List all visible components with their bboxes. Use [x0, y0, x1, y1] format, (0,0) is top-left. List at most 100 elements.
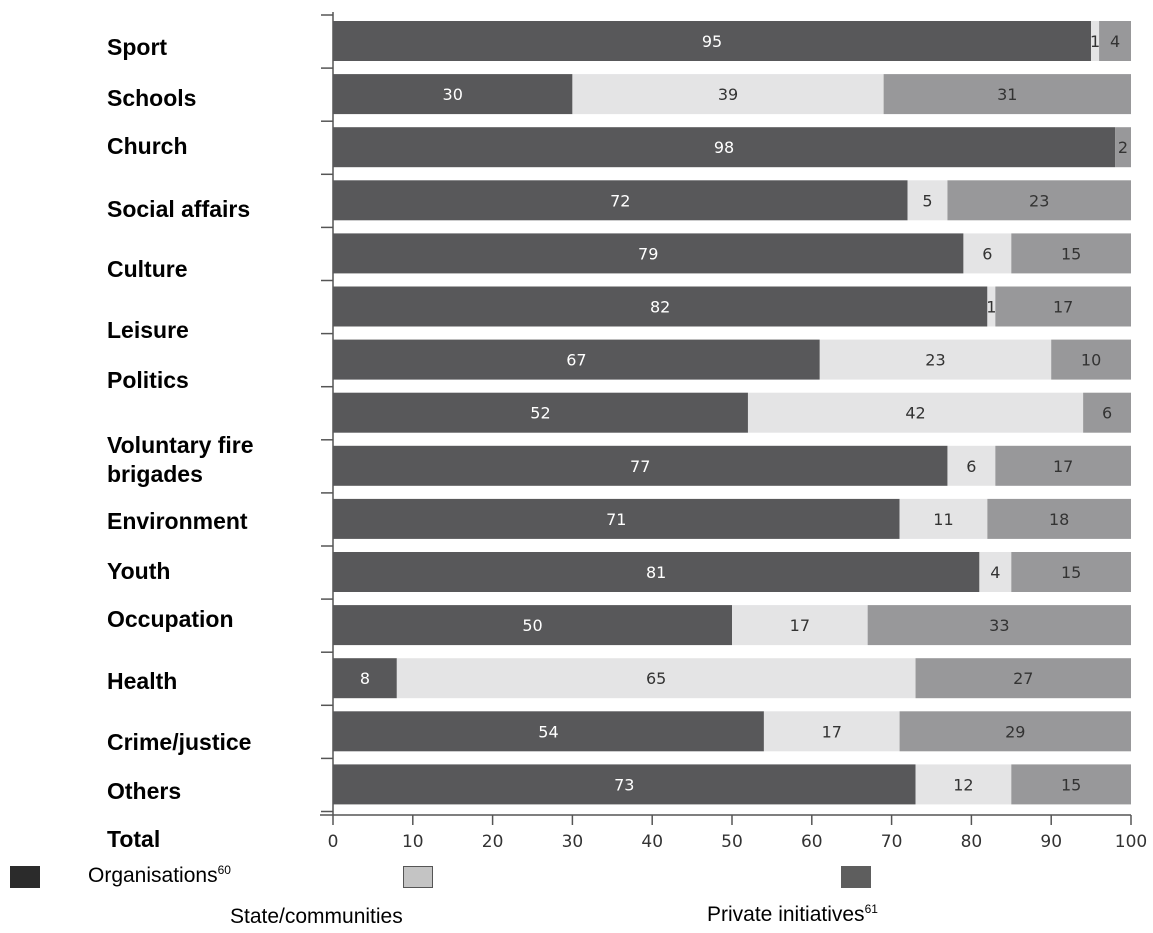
category-label: Schools [107, 85, 197, 111]
bar-segment-state-communities [947, 445, 996, 486]
bar-segment-private-initiatives [987, 498, 1131, 539]
data-label-state-communities: 6 [966, 457, 976, 476]
x-tick-label: 50 [721, 832, 743, 852]
bar-segment-state-communities [907, 180, 948, 221]
bar-segment-state-communities [1091, 21, 1100, 61]
bar-segment-state-communities [899, 498, 988, 539]
bar-segment-private-initiatives [915, 658, 1131, 699]
data-label-organisations: 67 [566, 351, 586, 370]
bar-segment-organisations [333, 552, 980, 592]
legend-swatch-state-communities [403, 866, 433, 888]
bar-segment-private-initiatives [883, 74, 1131, 115]
data-label-state-communities: 12 [953, 775, 973, 794]
bar-segment-organisations [333, 21, 1092, 61]
x-tick-label: 100 [1115, 832, 1147, 852]
bar-segment-organisations [333, 445, 948, 486]
x-tick-label: 60 [801, 832, 823, 852]
x-tick-label: 30 [562, 832, 584, 852]
data-label-private-initiatives: 15 [1061, 244, 1081, 263]
category-label: Culture [107, 256, 188, 282]
data-label-private-initiatives: 17 [1053, 298, 1073, 317]
bar-segment-state-communities [915, 764, 1012, 805]
x-tick-label: 90 [1040, 832, 1062, 852]
data-label-organisations: 82 [650, 298, 670, 317]
data-label-private-initiatives: 29 [1005, 722, 1025, 741]
category-label: Health [107, 668, 178, 694]
legend-label-private-initiatives: Private initiatives61 [707, 902, 878, 926]
category-label: Sport [107, 34, 168, 60]
bar-segment-private-initiatives [995, 286, 1131, 327]
category-label: brigades [107, 461, 203, 487]
data-label-organisations: 50 [522, 616, 542, 635]
bar-segment-private-initiatives [947, 180, 1131, 221]
legend-label-state-communities: State/communities [230, 905, 403, 928]
bar-segment-private-initiatives [1011, 764, 1131, 805]
data-label-private-initiatives: 18 [1049, 510, 1069, 529]
bar-segment-organisations [333, 286, 988, 327]
data-label-private-initiatives: 27 [1013, 669, 1033, 688]
category-label: Social affairs [107, 196, 251, 222]
data-label-private-initiatives: 31 [997, 85, 1017, 104]
bar-segment-state-communities [747, 392, 1084, 433]
category-label: Crime/justice [107, 729, 252, 755]
data-label-organisations: 95 [702, 32, 722, 51]
bar-segment-state-communities [396, 658, 916, 699]
data-label-private-initiatives: 15 [1061, 775, 1081, 794]
data-label-private-initiatives: 23 [1029, 191, 1049, 210]
data-label-state-communities: 6 [982, 244, 992, 263]
data-label-private-initiatives: 2 [1118, 138, 1128, 157]
bar-segment-state-communities [979, 552, 1012, 592]
legend-label-organisations: Organisations60 [88, 863, 231, 887]
category-label: Occupation [107, 606, 234, 632]
data-label-state-communities: 1 [1090, 32, 1100, 51]
category-label: Total [107, 826, 161, 852]
legend-swatch-organisations [10, 866, 40, 888]
data-label-state-communities: 17 [822, 722, 842, 741]
data-label-organisations: 98 [714, 138, 734, 157]
bar-segment-state-communities [987, 286, 996, 327]
data-label-organisations: 73 [614, 775, 634, 794]
category-label: Voluntary fire [107, 432, 254, 458]
data-label-state-communities: 4 [990, 563, 1000, 582]
data-label-state-communities: 23 [925, 351, 945, 370]
data-label-organisations: 81 [646, 563, 666, 582]
data-label-private-initiatives: 4 [1110, 32, 1120, 51]
bar-segment-organisations [333, 711, 764, 752]
data-label-organisations: 77 [630, 457, 650, 476]
data-label-state-communities: 1 [986, 298, 996, 317]
data-label-state-communities: 11 [933, 510, 953, 529]
legend-swatch-private-initiatives [841, 866, 871, 888]
bar-segment-state-communities [963, 233, 1012, 274]
category-label: Environment [107, 508, 248, 534]
bar-segment-state-communities [732, 605, 868, 646]
x-tick-label: 10 [402, 832, 424, 852]
bar-segment-organisations [333, 392, 748, 433]
category-label: Others [107, 778, 182, 804]
data-label-private-initiatives: 33 [989, 616, 1009, 635]
bar-segment-private-initiatives [995, 445, 1131, 486]
category-label: Politics [107, 367, 189, 393]
x-tick-label: 20 [482, 832, 504, 852]
data-label-state-communities: 39 [718, 85, 738, 104]
bar-segment-private-initiatives [1011, 233, 1131, 274]
bar-segment-private-initiatives [1051, 339, 1131, 380]
x-tick-label: 40 [641, 832, 663, 852]
data-label-organisations: 30 [443, 85, 463, 104]
bar-segment-private-initiatives [1011, 552, 1131, 592]
data-label-private-initiatives: 17 [1053, 457, 1073, 476]
data-label-organisations: 72 [610, 191, 630, 210]
data-label-organisations: 52 [530, 404, 550, 423]
bar-segment-private-initiatives [867, 605, 1131, 646]
bar-segment-private-initiatives [899, 711, 1131, 752]
x-tick-label: 80 [961, 832, 983, 852]
bar-segment-organisations [333, 764, 916, 805]
bar-segment-organisations [333, 74, 573, 115]
bar-segment-private-initiatives [1115, 127, 1131, 168]
data-label-organisations: 71 [606, 510, 626, 529]
data-label-state-communities: 17 [790, 616, 810, 635]
bar-segment-organisations [333, 127, 1116, 168]
bar-segment-private-initiatives [1099, 21, 1131, 61]
data-label-private-initiatives: 10 [1081, 351, 1101, 370]
data-label-organisations: 54 [538, 722, 558, 741]
